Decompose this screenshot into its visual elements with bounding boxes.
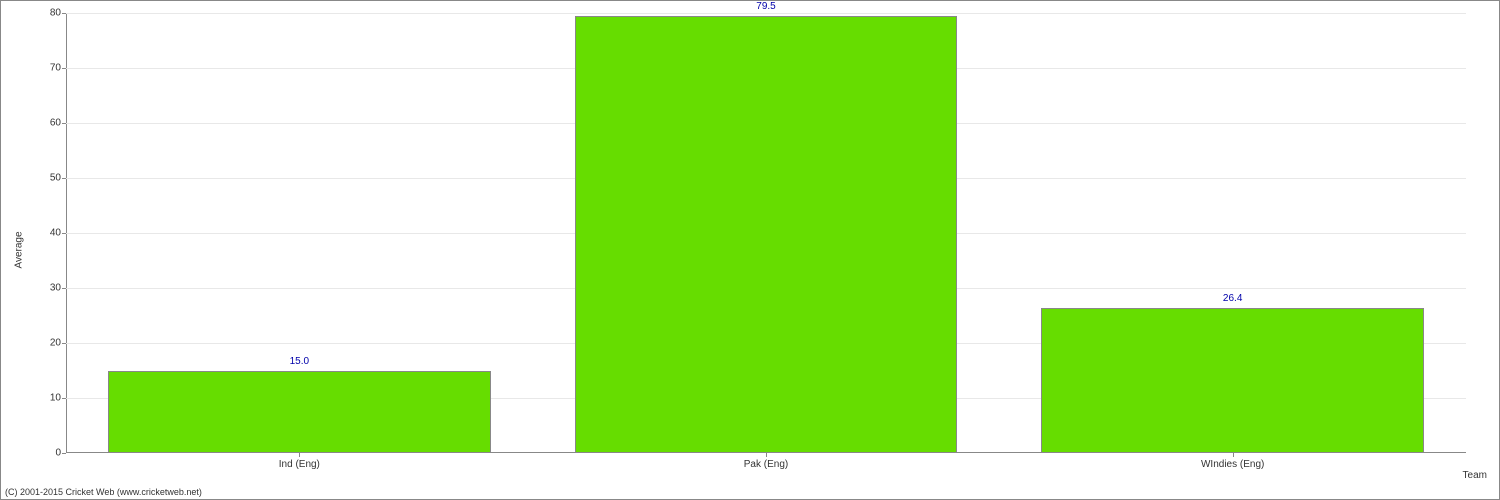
bar-value-label: 79.5 (756, 1, 775, 12)
y-tick-label: 70 (36, 63, 61, 74)
bar (108, 371, 491, 454)
y-tick-label: 20 (36, 338, 61, 349)
y-tick-label: 10 (36, 393, 61, 404)
plot-area: 0102030405060708015.0Ind (Eng)79.5Pak (E… (66, 13, 1466, 453)
chart-container: Average Team 0102030405060708015.0Ind (E… (0, 0, 1500, 500)
y-tick-label: 40 (36, 228, 61, 239)
y-tick-mark (62, 288, 66, 289)
x-tick-mark (1233, 453, 1234, 457)
y-tick-mark (62, 398, 66, 399)
y-tick-label: 50 (36, 173, 61, 184)
bar-value-label: 15.0 (290, 356, 309, 367)
y-axis-label: Average (14, 231, 25, 268)
x-tick-label: WIndies (Eng) (1201, 459, 1264, 470)
x-tick-mark (299, 453, 300, 457)
x-tick-label: Ind (Eng) (279, 459, 320, 470)
y-tick-mark (62, 178, 66, 179)
bar (1041, 308, 1424, 453)
y-tick-mark (62, 123, 66, 124)
copyright-text: (C) 2001-2015 Cricket Web (www.cricketwe… (5, 487, 202, 497)
y-tick-mark (62, 343, 66, 344)
y-tick-label: 80 (36, 8, 61, 19)
y-tick-label: 60 (36, 118, 61, 129)
grid-line (66, 13, 1466, 14)
x-tick-label: Pak (Eng) (744, 459, 788, 470)
bar (575, 16, 958, 453)
y-tick-mark (62, 13, 66, 14)
bar-value-label: 26.4 (1223, 293, 1242, 304)
x-tick-mark (766, 453, 767, 457)
y-tick-label: 30 (36, 283, 61, 294)
y-tick-mark (62, 68, 66, 69)
y-tick-mark (62, 233, 66, 234)
y-tick-label: 0 (36, 448, 61, 459)
y-tick-mark (62, 453, 66, 454)
x-axis-label: Team (1463, 470, 1487, 481)
